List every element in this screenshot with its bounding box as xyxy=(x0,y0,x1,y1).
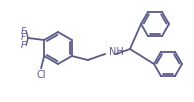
Text: Cl: Cl xyxy=(36,70,46,80)
Text: F: F xyxy=(21,40,26,49)
Text: F: F xyxy=(21,33,26,43)
Text: NH: NH xyxy=(109,47,124,57)
Text: F: F xyxy=(21,27,26,35)
